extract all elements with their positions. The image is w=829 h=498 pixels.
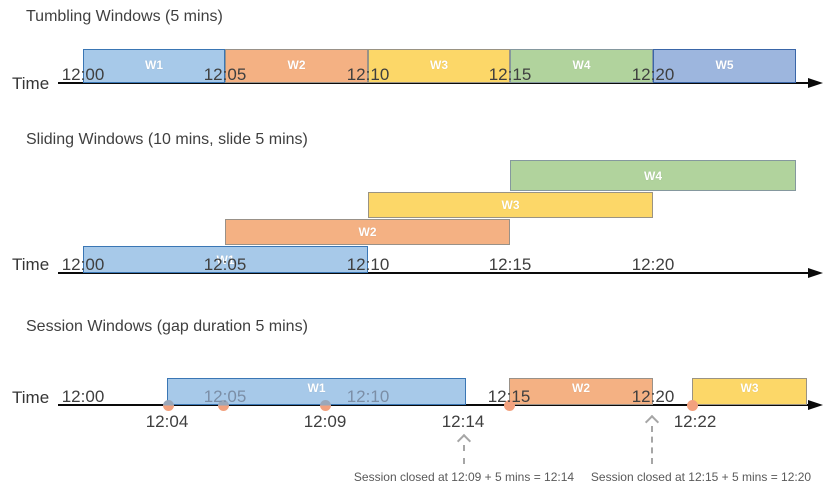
event-dot <box>686 399 698 411</box>
time-axis-line-tumbling <box>58 82 810 84</box>
window-label: W3 <box>430 58 448 72</box>
tick-label-sliding-1200: 12:00 <box>61 255 105 274</box>
section-title-session: Session Windows (gap duration 5 mins) <box>26 318 308 335</box>
time-axis-caption-session: Time <box>12 388 50 407</box>
tick-label-tumbling-1200: 12:00 <box>61 65 105 84</box>
section-title-tumbling: Tumbling Windows (5 mins) <box>26 8 223 25</box>
tick-label-session-1210: 12:10 <box>346 387 390 406</box>
window-rect-sliding-w3: W3 <box>368 192 653 218</box>
annotation-arrow-stem <box>651 426 653 464</box>
time-axis-caption-tumbling: Time <box>12 74 50 93</box>
window-label: W2 <box>358 225 377 239</box>
window-label: W2 <box>572 381 590 395</box>
tick-label-sliding-1205: 12:05 <box>203 255 247 274</box>
window-rect-sliding-w1: W1 <box>83 246 368 273</box>
event-dot <box>162 399 174 411</box>
tick-label-session-1215: 12:15 <box>487 387 531 406</box>
window-rect-sliding-w2: W2 <box>225 219 510 245</box>
event-dot <box>503 399 515 411</box>
window-label: W1 <box>216 252 235 267</box>
window-label: W3 <box>501 198 520 212</box>
tick-label-sliding-1220: 12:20 <box>631 255 675 274</box>
annotation-text: Session closed at 12:15 + 5 mins = 12:20 <box>590 470 812 484</box>
event-time-label-1204: 12:04 <box>145 412 189 431</box>
window-rect-sliding-w4: W4 <box>510 160 796 191</box>
tick-label-session-1200: 12:00 <box>61 387 105 406</box>
window-label: W3 <box>740 381 759 395</box>
window-rect-tumbling-w3: W3 <box>368 49 510 83</box>
window-rect-tumbling-w5: W5 <box>653 49 796 83</box>
window-rect-session-w3: W3 <box>692 378 807 405</box>
window-label: W2 <box>287 58 306 72</box>
event-time-label-1209: 12:09 <box>303 412 347 431</box>
tick-label-session-1205: 12:05 <box>203 387 247 406</box>
window-rect-tumbling-w1: W1 <box>83 49 225 83</box>
axis-arrowhead-icon-session <box>808 399 823 410</box>
window-label: W1 <box>145 58 163 72</box>
event-dot <box>319 399 331 411</box>
window-label: W1 <box>307 381 326 395</box>
window-label: W4 <box>572 58 591 72</box>
tick-label-tumbling-1215: 12:15 <box>488 65 532 84</box>
window-rect-session-w1: W1 <box>167 378 466 405</box>
window-rect-tumbling-w2: W2 <box>225 49 368 83</box>
window-rect-tumbling-w4: W4 <box>510 49 653 83</box>
event-time-label-1214: 12:14 <box>441 412 485 431</box>
tick-label-session-1220: 12:20 <box>631 387 675 406</box>
axis-arrowhead-icon-sliding <box>808 267 823 278</box>
window-rect-session-w2: W2 <box>509 378 653 405</box>
time-axis-line-session <box>58 404 810 406</box>
time-axis-caption-sliding: Time <box>12 255 50 274</box>
tick-label-sliding-1215: 12:15 <box>488 255 532 274</box>
annotation-arrow-stem <box>463 445 465 464</box>
tick-label-sliding-1210: 12:10 <box>346 255 390 274</box>
event-time-label-1222: 12:22 <box>673 412 717 431</box>
window-label: W5 <box>715 58 734 72</box>
tick-label-tumbling-1205: 12:05 <box>203 65 247 84</box>
window-label: W4 <box>644 168 662 183</box>
tick-label-tumbling-1220: 12:20 <box>631 65 675 84</box>
annotation-text: Session closed at 12:09 + 5 mins = 12:14 <box>353 470 575 484</box>
tick-label-tumbling-1210: 12:10 <box>346 65 390 84</box>
event-dot <box>217 399 229 411</box>
section-title-sliding: Sliding Windows (10 mins, slide 5 mins) <box>26 131 308 148</box>
axis-arrowhead-icon-tumbling <box>808 77 823 88</box>
time-axis-line-sliding <box>58 272 810 274</box>
